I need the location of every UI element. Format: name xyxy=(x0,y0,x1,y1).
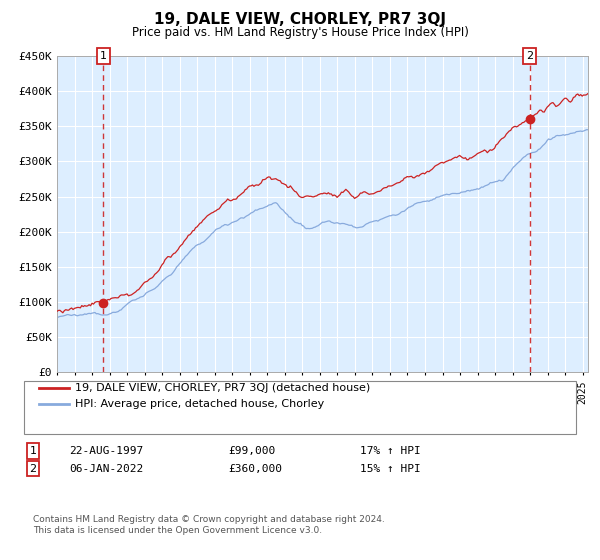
Text: 1: 1 xyxy=(29,446,37,456)
Text: 2: 2 xyxy=(526,51,533,61)
Text: 22-AUG-1997: 22-AUG-1997 xyxy=(69,446,143,456)
Text: 19, DALE VIEW, CHORLEY, PR7 3QJ: 19, DALE VIEW, CHORLEY, PR7 3QJ xyxy=(154,12,446,27)
Text: 15% ↑ HPI: 15% ↑ HPI xyxy=(360,464,421,474)
Text: 19, DALE VIEW, CHORLEY, PR7 3QJ (detached house): 19, DALE VIEW, CHORLEY, PR7 3QJ (detache… xyxy=(75,382,370,393)
Text: 06-JAN-2022: 06-JAN-2022 xyxy=(69,464,143,474)
Text: £360,000: £360,000 xyxy=(228,464,282,474)
Text: Price paid vs. HM Land Registry's House Price Index (HPI): Price paid vs. HM Land Registry's House … xyxy=(131,26,469,39)
Text: 1: 1 xyxy=(100,51,107,61)
Text: HPI: Average price, detached house, Chorley: HPI: Average price, detached house, Chor… xyxy=(75,399,324,409)
Text: 17% ↑ HPI: 17% ↑ HPI xyxy=(360,446,421,456)
Text: Contains HM Land Registry data © Crown copyright and database right 2024.
This d: Contains HM Land Registry data © Crown c… xyxy=(33,515,385,535)
Text: £99,000: £99,000 xyxy=(228,446,275,456)
Text: 2: 2 xyxy=(29,464,37,474)
